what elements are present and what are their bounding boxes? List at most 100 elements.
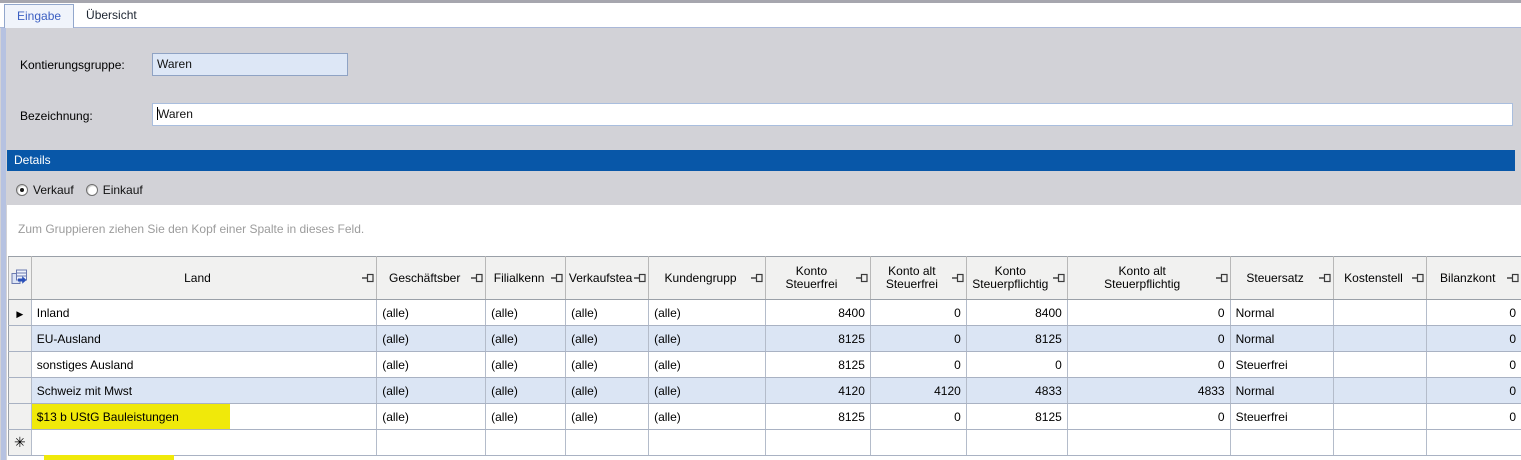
- kontierungsgruppe-input[interactable]: Waren: [152, 53, 348, 76]
- grid-cell[interactable]: 0: [1426, 377, 1521, 404]
- pin-icon[interactable]: [362, 273, 374, 283]
- pin-icon[interactable]: [1215, 273, 1228, 283]
- pin-icon[interactable]: [1318, 273, 1331, 283]
- grid-cell[interactable]: 4120: [870, 377, 967, 404]
- row-indicator-cell[interactable]: ✳: [8, 429, 32, 456]
- grid-cell[interactable]: (alle): [376, 299, 487, 326]
- column-header[interactable]: Filialkenn: [485, 256, 567, 300]
- grid-cell[interactable]: [1333, 299, 1428, 326]
- grid-cell[interactable]: 8125: [765, 351, 871, 378]
- grid-cell[interactable]: 0: [870, 299, 967, 326]
- grid-cell[interactable]: 4833: [966, 377, 1068, 404]
- column-header[interactable]: Land: [30, 256, 378, 300]
- grid-cell[interactable]: (alle): [565, 351, 650, 378]
- grid-cell[interactable]: 8125: [966, 325, 1068, 352]
- grid-cell[interactable]: [1333, 351, 1428, 378]
- grid-cell[interactable]: [765, 429, 871, 456]
- grid-cell[interactable]: [1230, 429, 1334, 456]
- column-header[interactable]: Konto alt Steuerpflichtig: [1066, 256, 1231, 300]
- grid-cell[interactable]: Schweiz mit Mwst: [31, 377, 378, 404]
- grid-cell[interactable]: (alle): [648, 377, 767, 404]
- grid-cell[interactable]: sonstiges Ausland: [31, 351, 378, 378]
- column-header[interactable]: Konto alt Steuerfrei: [869, 256, 967, 300]
- grid-cell[interactable]: (alle): [648, 325, 767, 352]
- grid-cell[interactable]: Normal: [1230, 377, 1334, 404]
- radio-verkauf[interactable]: Verkauf: [16, 183, 74, 197]
- grid-cell[interactable]: 8125: [765, 325, 871, 352]
- grid-cell[interactable]: [565, 429, 650, 456]
- grid-cell[interactable]: 0: [870, 351, 967, 378]
- grid-cell[interactable]: [1426, 429, 1521, 456]
- grid-cell[interactable]: (alle): [485, 377, 567, 404]
- tab-uebersicht[interactable]: Übersicht: [86, 8, 137, 22]
- grid-cell[interactable]: [870, 429, 967, 456]
- grid-cell[interactable]: (alle): [485, 325, 567, 352]
- grid-cell[interactable]: 4120: [765, 377, 871, 404]
- grid-cell[interactable]: $13 b UStG Bauleistungen: [31, 403, 378, 430]
- pin-icon[interactable]: [634, 273, 646, 283]
- pin-icon[interactable]: [1052, 273, 1065, 283]
- row-indicator-cell[interactable]: [8, 351, 32, 378]
- grid-cell[interactable]: 0: [1426, 325, 1521, 352]
- column-header[interactable]: Bilanzkont: [1426, 256, 1521, 300]
- column-header[interactable]: Steuersatz: [1229, 256, 1334, 300]
- column-header[interactable]: Konto Steuerpflichtig: [965, 256, 1068, 300]
- grid-cell[interactable]: (alle): [565, 299, 650, 326]
- grid-cell[interactable]: 0: [1067, 403, 1231, 430]
- grid-cell[interactable]: Steuerfrei: [1230, 403, 1334, 430]
- pin-icon[interactable]: [1507, 273, 1519, 283]
- grid-cell[interactable]: [1333, 325, 1428, 352]
- grid-cell[interactable]: 0: [870, 325, 967, 352]
- grid-cell[interactable]: [966, 429, 1068, 456]
- grid-cell[interactable]: (alle): [648, 351, 767, 378]
- grid-cell[interactable]: (alle): [485, 299, 567, 326]
- grid-cell[interactable]: 0: [1426, 403, 1521, 430]
- grid-cell[interactable]: 8400: [765, 299, 871, 326]
- grid-cell[interactable]: (alle): [565, 377, 650, 404]
- pin-icon[interactable]: [855, 273, 868, 283]
- grid-cell[interactable]: [1333, 429, 1428, 456]
- grid-cell[interactable]: [31, 429, 378, 456]
- column-header[interactable]: Kostenstell: [1332, 256, 1428, 300]
- grid-cell[interactable]: (alle): [376, 403, 487, 430]
- column-header[interactable]: Kundengrupp: [648, 256, 767, 300]
- radio-verkauf-button[interactable]: [16, 184, 28, 196]
- grid-cell[interactable]: Normal: [1230, 325, 1334, 352]
- grid-cell[interactable]: Steuerfrei: [1230, 351, 1334, 378]
- pin-icon[interactable]: [951, 273, 964, 283]
- pin-icon[interactable]: [471, 273, 483, 283]
- grid-cell[interactable]: 0: [1067, 351, 1231, 378]
- radio-einkauf-button[interactable]: [85, 184, 98, 196]
- grid-cell[interactable]: 8400: [966, 299, 1068, 326]
- grid-cell[interactable]: 0: [1067, 299, 1231, 326]
- grid-cell[interactable]: (alle): [565, 403, 650, 430]
- grid-cell[interactable]: (alle): [376, 325, 487, 352]
- grid-cell[interactable]: 0: [1067, 325, 1231, 352]
- grid-cell[interactable]: [1067, 429, 1231, 456]
- bezeichnung-input[interactable]: Waren: [152, 103, 1513, 126]
- column-header[interactable]: Geschäftsber: [376, 256, 487, 300]
- grid-cell[interactable]: [485, 429, 567, 456]
- grid-cell[interactable]: (alle): [648, 403, 767, 430]
- grid-cell[interactable]: (alle): [565, 325, 650, 352]
- grid-cell[interactable]: 8125: [765, 403, 871, 430]
- grid-customize-button[interactable]: [8, 256, 32, 300]
- grid-cell[interactable]: [1333, 377, 1428, 404]
- grid-cell[interactable]: [376, 429, 487, 456]
- row-indicator-cell[interactable]: [8, 377, 32, 404]
- grid-cell[interactable]: (alle): [485, 403, 567, 430]
- tab-eingabe[interactable]: Eingabe: [4, 4, 75, 28]
- row-indicator-cell[interactable]: [8, 403, 32, 430]
- grid-cell[interactable]: 4833: [1067, 377, 1231, 404]
- grid-cell[interactable]: (alle): [376, 377, 487, 404]
- grid-cell[interactable]: Inland: [31, 299, 378, 326]
- row-indicator-cell[interactable]: ▶: [8, 299, 32, 326]
- pin-icon[interactable]: [751, 273, 763, 283]
- grid-cell[interactable]: [1333, 403, 1428, 430]
- grid-cell[interactable]: 0: [1426, 299, 1521, 326]
- column-header[interactable]: Verkaufstea: [565, 256, 650, 300]
- row-indicator-cell[interactable]: [8, 325, 32, 352]
- grid-cell[interactable]: (alle): [485, 351, 567, 378]
- pin-icon[interactable]: [551, 273, 563, 283]
- grid-cell[interactable]: 0: [1426, 351, 1521, 378]
